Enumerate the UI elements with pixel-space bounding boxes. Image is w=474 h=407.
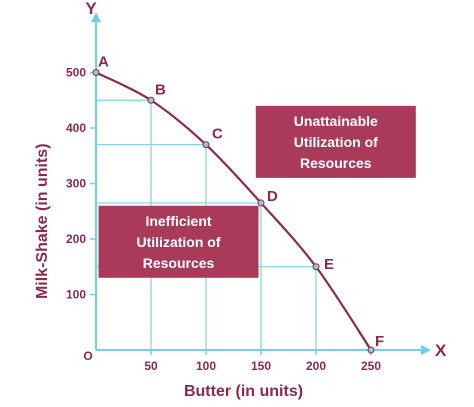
x-tick-label-200: 200 bbox=[306, 359, 326, 373]
point-label-a: A bbox=[98, 54, 109, 71]
origin-label: O bbox=[83, 349, 92, 363]
y-tick-label-100: 100 bbox=[66, 288, 86, 302]
y-axis-letter: Y bbox=[85, 0, 97, 18]
point-label-d: D bbox=[267, 188, 278, 205]
x-tick-label-50: 50 bbox=[144, 359, 158, 373]
annotation-box-bg bbox=[255, 105, 416, 178]
y-axis-arrow-icon bbox=[91, 12, 101, 22]
point-marker-d bbox=[257, 199, 265, 207]
point-marker-b bbox=[147, 96, 155, 104]
annotation-box-bg bbox=[98, 205, 259, 278]
y-tick-label-200: 200 bbox=[66, 232, 86, 246]
annotation-box-1: Unattainable Utilization of Resources bbox=[255, 105, 416, 178]
x-axis-letter: X bbox=[435, 341, 447, 360]
point-label-e: E bbox=[324, 256, 334, 273]
x-tick-label-250: 250 bbox=[361, 359, 381, 373]
point-label-c: C bbox=[212, 126, 223, 143]
annotation-box-2: Inefficient Utilization of Resources bbox=[98, 205, 259, 278]
labels: O X Y Butter (in units) Milk-Shake (in units… bbox=[34, 0, 447, 400]
x-tick-label-150: 150 bbox=[251, 359, 271, 373]
y-axis-title: Milk-Shake (in units) bbox=[34, 143, 51, 299]
annotation-line: Unattainable bbox=[294, 113, 378, 129]
annotation-line: Resources bbox=[300, 155, 372, 171]
annotation-line: Utilization of bbox=[137, 234, 221, 250]
point-label-f: F bbox=[375, 333, 384, 350]
y-tick-label-300: 300 bbox=[66, 177, 86, 191]
annotation-line: Inefficient bbox=[145, 213, 211, 229]
y-tick-label-400: 400 bbox=[66, 121, 86, 135]
x-axis-arrow-icon bbox=[421, 345, 431, 355]
curve-layer bbox=[92, 69, 375, 354]
x-tick-label-100: 100 bbox=[196, 359, 216, 373]
annotation-line: Resources bbox=[143, 255, 215, 271]
point-marker-f bbox=[367, 346, 375, 354]
point-label-b: B bbox=[155, 81, 166, 98]
point-marker-a bbox=[92, 69, 100, 76]
axes: 50 100 150 200 250 100 200 300 400 500 bbox=[66, 12, 431, 373]
annotation-line: Utilization of bbox=[294, 134, 378, 150]
x-axis-title: Butter (in units) bbox=[184, 383, 303, 400]
y-tick-label-500: 500 bbox=[66, 66, 86, 80]
point-marker-e bbox=[312, 263, 320, 271]
point-marker-c bbox=[202, 141, 210, 149]
